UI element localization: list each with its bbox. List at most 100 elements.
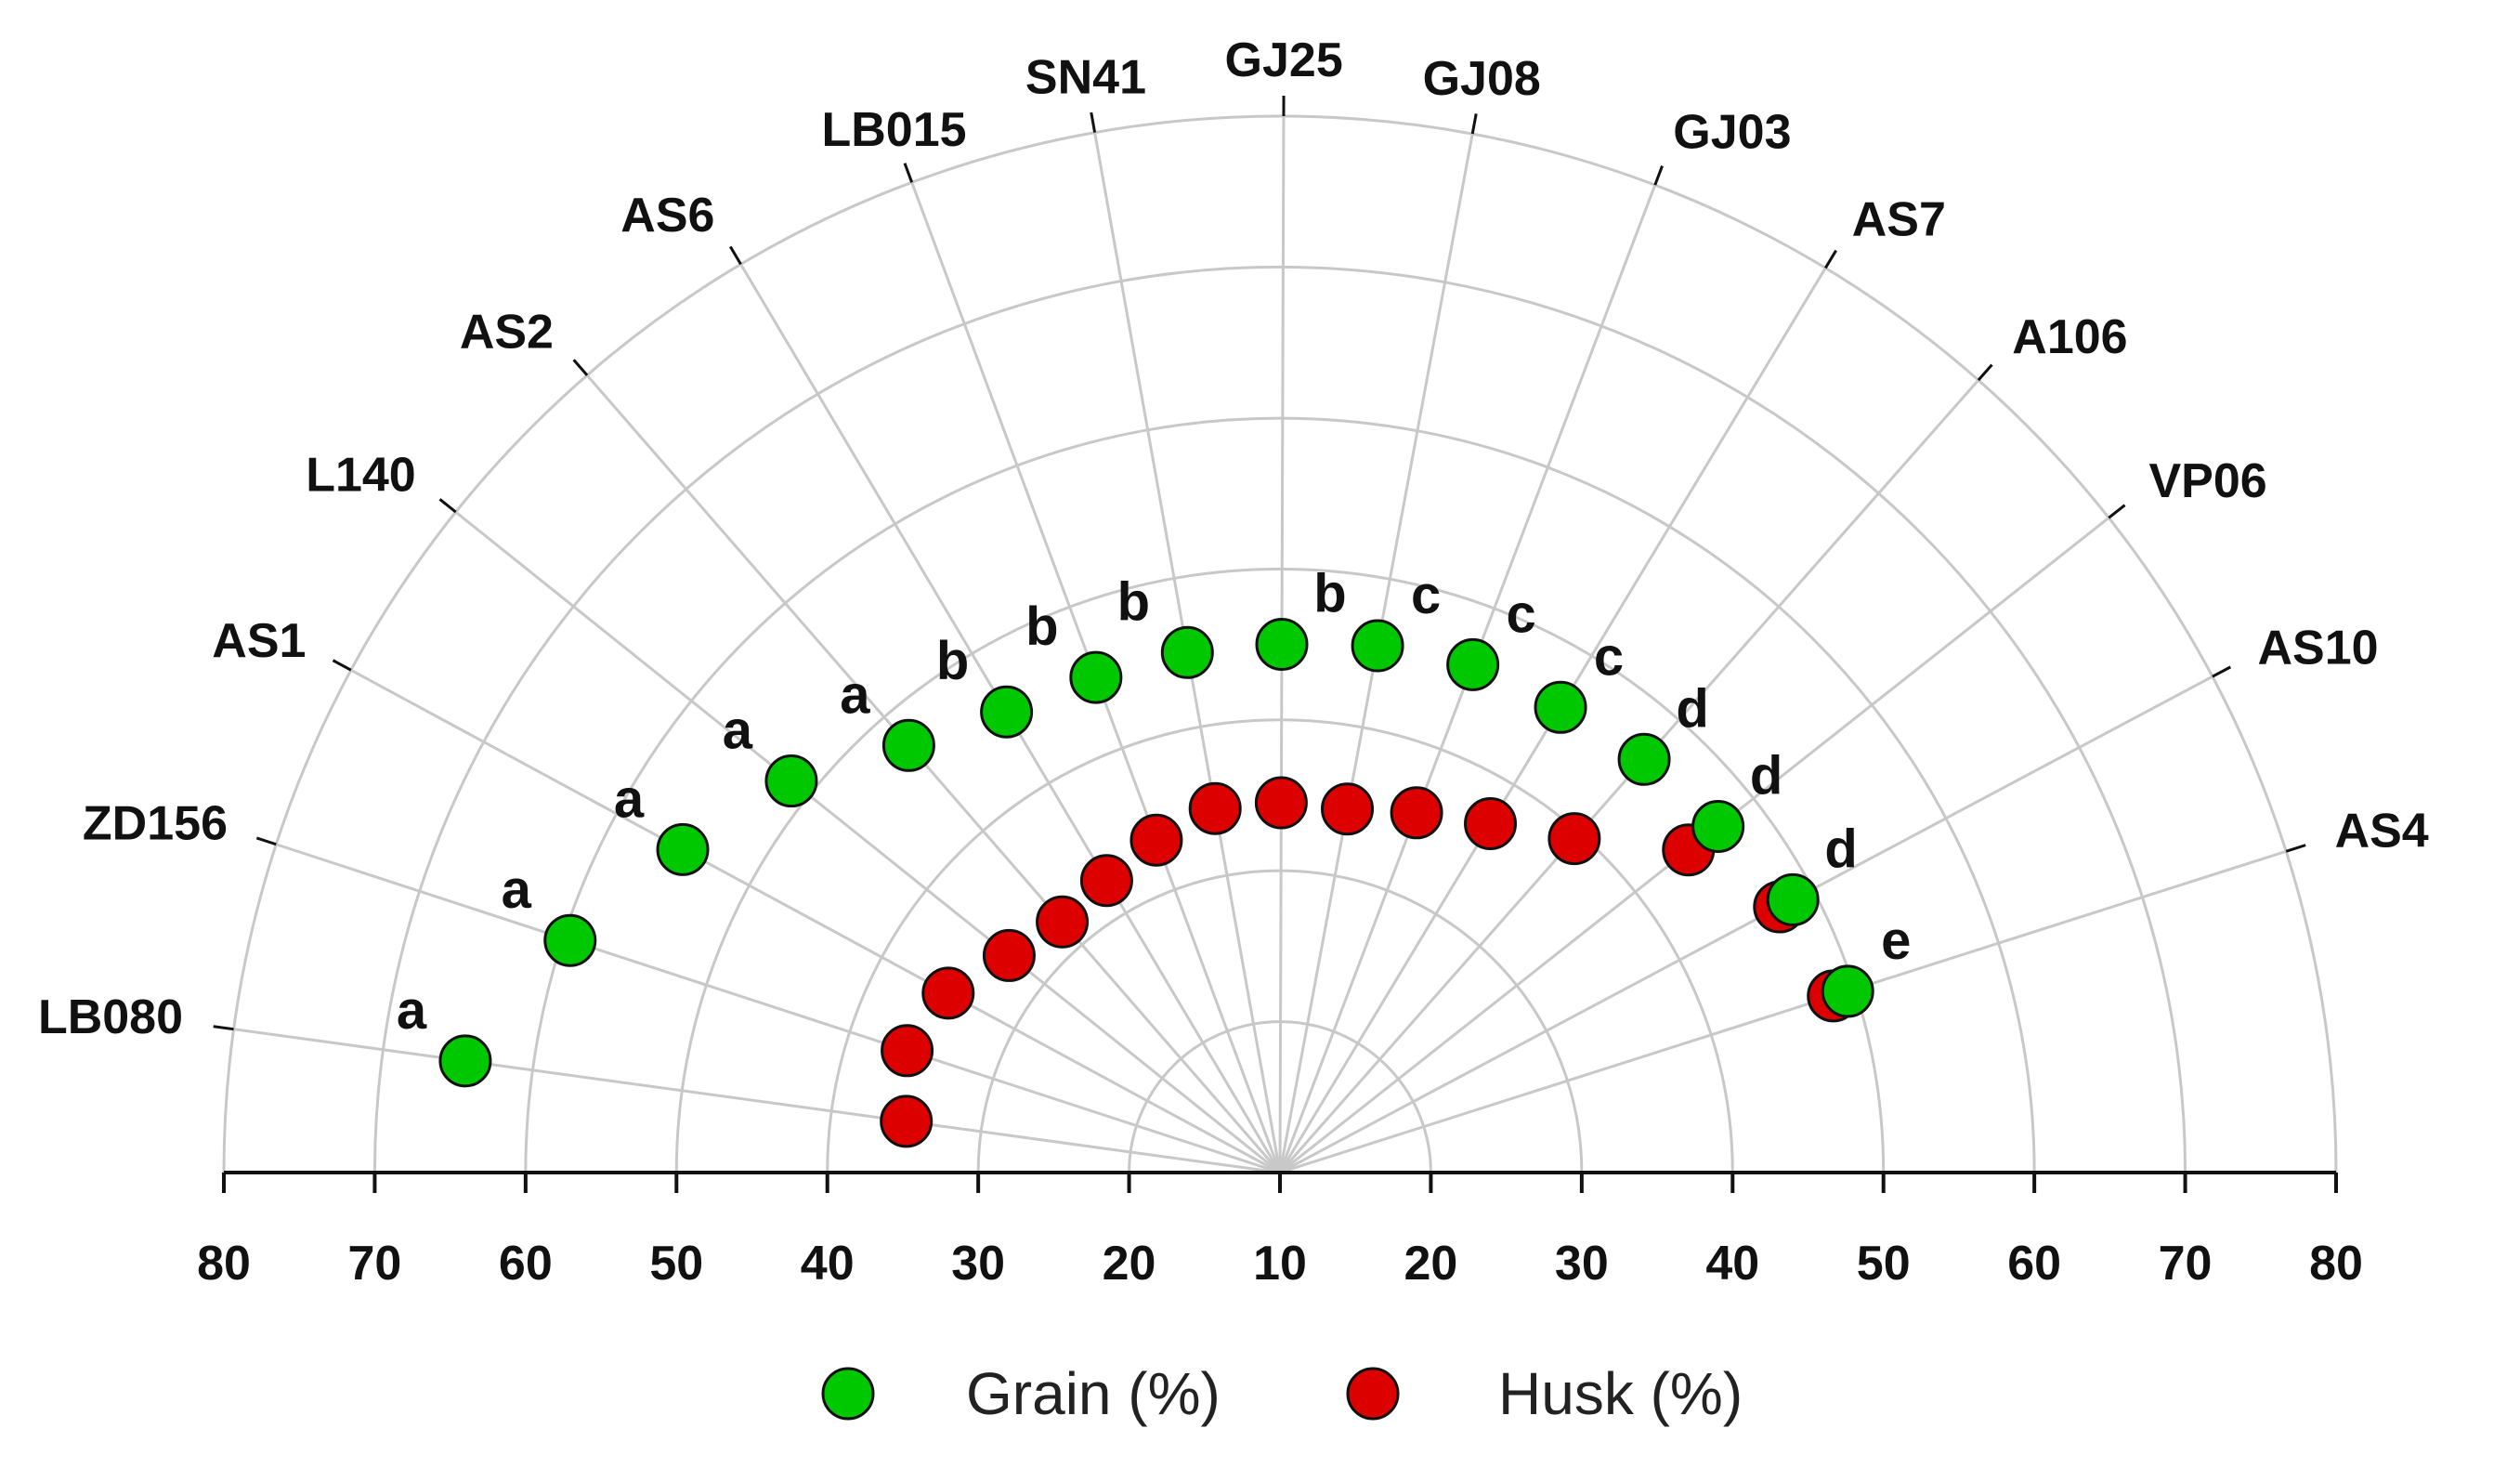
legend-marker bbox=[823, 1369, 873, 1419]
legend-label: Husk (%) bbox=[1498, 1360, 1743, 1427]
significance-letter: c bbox=[1594, 626, 1624, 687]
x-tick-label: 30 bbox=[951, 1237, 1005, 1291]
data-point bbox=[1822, 966, 1873, 1016]
significance-letter: d bbox=[1824, 819, 1857, 879]
legend-marker bbox=[1348, 1369, 1398, 1419]
category-label: L140 bbox=[306, 449, 416, 503]
significance-letter: d bbox=[1750, 746, 1782, 806]
category-label: VP06 bbox=[2148, 454, 2266, 508]
category-label: AS7 bbox=[1852, 192, 1946, 246]
category-label: SN41 bbox=[1025, 50, 1146, 104]
category-labels: LB080 ZD156 AS1 L140 AS2 AS6 LB015 SN41 GJ25 GJ08… bbox=[38, 33, 2429, 1044]
significance-letter: e bbox=[1881, 911, 1911, 971]
data-point bbox=[1619, 734, 1669, 784]
data-point bbox=[1162, 627, 1212, 677]
spoke-tick bbox=[1655, 166, 1663, 186]
spoke-line bbox=[587, 375, 1280, 1173]
x-tick-label: 70 bbox=[2159, 1237, 2213, 1291]
category-label: LB080 bbox=[38, 990, 183, 1044]
x-tick-label: 60 bbox=[499, 1237, 553, 1291]
x-tick-label: 40 bbox=[1705, 1237, 1759, 1291]
spoke-line bbox=[234, 1029, 1280, 1173]
significance-letter: d bbox=[1676, 678, 1708, 739]
data-point bbox=[1081, 856, 1131, 906]
spoke-line bbox=[1280, 676, 2213, 1173]
x-tick-label: 50 bbox=[649, 1237, 703, 1291]
category-label: AS1 bbox=[212, 614, 306, 668]
significance-letter: b bbox=[1117, 571, 1150, 632]
data-point bbox=[883, 720, 934, 770]
spoke-tick bbox=[905, 164, 912, 183]
data-point bbox=[923, 968, 973, 1018]
significance-letter: c bbox=[1507, 583, 1536, 644]
data-point bbox=[1466, 798, 1516, 848]
spoke-tick bbox=[1825, 251, 1835, 269]
data-point bbox=[882, 1026, 933, 1076]
x-tick-label: 70 bbox=[348, 1237, 402, 1291]
x-tick-label: 30 bbox=[1555, 1237, 1609, 1291]
data-point bbox=[1131, 815, 1182, 865]
category-label: GJ25 bbox=[1225, 33, 1343, 87]
significance-letter: b bbox=[1313, 564, 1346, 624]
category-label: AS2 bbox=[460, 305, 554, 359]
x-tick-label: 60 bbox=[2007, 1237, 2061, 1291]
spoke-line bbox=[351, 670, 1280, 1173]
spoke-tick bbox=[2109, 505, 2124, 518]
data-point bbox=[1535, 682, 1586, 732]
data-point bbox=[1071, 652, 1121, 702]
series-layer bbox=[440, 620, 1873, 1147]
legend: Grain (%) Husk (%) bbox=[823, 1360, 1743, 1427]
category-label: AS4 bbox=[2335, 805, 2429, 859]
category-label: GJ08 bbox=[1423, 52, 1541, 106]
x-tick-label: 10 bbox=[1253, 1237, 1307, 1291]
data-point bbox=[1038, 897, 1088, 947]
x-tick-label: 20 bbox=[1404, 1237, 1458, 1291]
spoke-tick bbox=[256, 838, 276, 845]
data-point bbox=[984, 930, 1034, 980]
category-label: ZD156 bbox=[83, 797, 228, 851]
data-point bbox=[545, 915, 595, 965]
data-point bbox=[1448, 639, 1498, 689]
data-point bbox=[1352, 621, 1403, 671]
data-point bbox=[1768, 874, 1818, 924]
data-point bbox=[1323, 784, 1373, 834]
spoke-tick bbox=[1472, 113, 1476, 134]
legend-label: Grain (%) bbox=[966, 1360, 1221, 1427]
data-point bbox=[1190, 783, 1240, 833]
spoke-tick bbox=[1978, 365, 1992, 381]
significance-letter: b bbox=[936, 631, 969, 691]
data-point bbox=[658, 824, 708, 874]
spoke-tick bbox=[574, 360, 587, 375]
category-label: GJ03 bbox=[1673, 106, 1791, 160]
category-label: LB015 bbox=[821, 103, 966, 157]
data-point bbox=[440, 1036, 490, 1086]
data-point bbox=[982, 687, 1032, 737]
data-point bbox=[766, 756, 816, 806]
category-label: A106 bbox=[2012, 310, 2127, 364]
significance-letter: a bbox=[723, 701, 753, 761]
spoke-tick bbox=[730, 246, 740, 264]
x-tick-label: 80 bbox=[2309, 1237, 2363, 1291]
category-label: AS10 bbox=[2257, 621, 2378, 675]
data-point bbox=[1391, 788, 1442, 838]
significance-letter: a bbox=[614, 768, 645, 829]
significance-letter: c bbox=[1411, 565, 1441, 625]
significance-letter: a bbox=[502, 859, 532, 920]
data-point bbox=[881, 1096, 932, 1147]
data-point bbox=[1256, 778, 1306, 828]
x-tick-label: 20 bbox=[1103, 1237, 1156, 1291]
data-point bbox=[1549, 814, 1599, 864]
x-tick-label: 80 bbox=[197, 1237, 251, 1291]
significance-letter: a bbox=[397, 980, 427, 1041]
spoke-tick bbox=[333, 661, 350, 670]
data-point bbox=[1257, 620, 1307, 670]
spoke-tick bbox=[214, 1027, 234, 1029]
category-label: AS6 bbox=[620, 189, 714, 242]
spoke-tick bbox=[439, 499, 455, 512]
spoke-tick bbox=[1091, 112, 1095, 133]
data-point bbox=[1693, 802, 1743, 852]
spoke-tick bbox=[2286, 845, 2305, 852]
